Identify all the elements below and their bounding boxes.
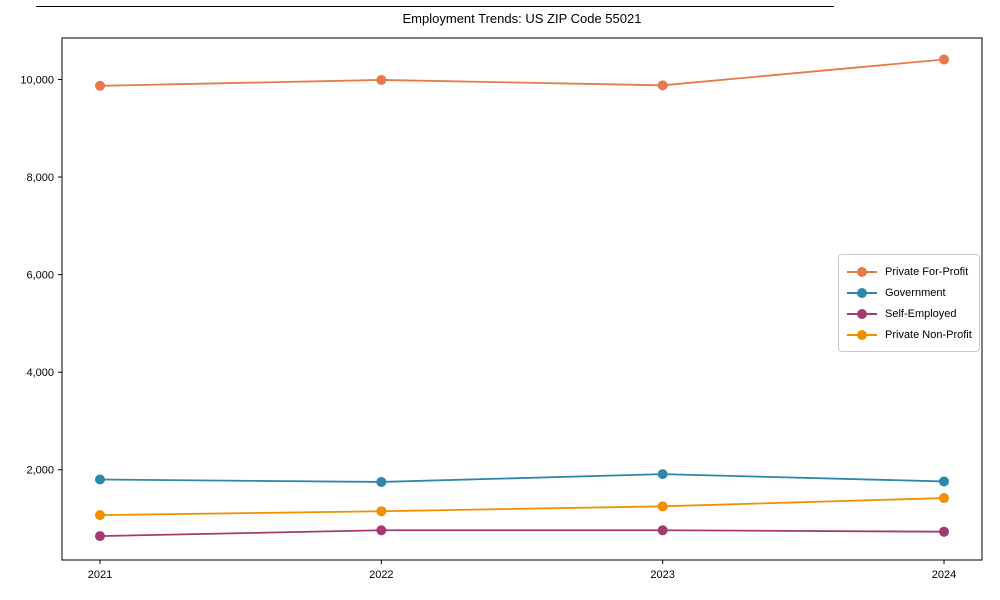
- x-tick-label: 2023: [650, 569, 674, 581]
- data-point-private-non-profit-2021: [94, 510, 105, 521]
- legend-item-government: Government: [847, 282, 971, 303]
- y-tick-label: 8,000: [26, 172, 54, 184]
- data-point-private-for-profit-2022: [376, 74, 387, 85]
- series-line-government: [99, 473, 945, 483]
- series-line-private-for-profit: [99, 58, 945, 87]
- legend-item-private-non-profit: Private Non-Profit: [847, 324, 972, 345]
- legend-label: Self-Employed: [885, 307, 957, 320]
- legend-line-dot-icon: [847, 287, 877, 299]
- x-tick-label: 2021: [88, 569, 112, 581]
- y-tick-label: 6,000: [26, 270, 54, 282]
- data-point-government-2021: [94, 474, 105, 485]
- legend-dot: [857, 266, 867, 277]
- data-point-government-2024: [939, 476, 950, 487]
- series-line-self-employed: [99, 529, 945, 537]
- x-tick-label: 2024: [932, 569, 956, 581]
- legend-dot: [857, 287, 867, 298]
- data-point-self-employed-2024: [939, 526, 950, 537]
- legend-label: Government: [885, 286, 946, 299]
- legend-label: Private For-Profit: [885, 265, 969, 278]
- data-point-private-for-profit-2024: [939, 54, 950, 65]
- legend-line-dot-icon: [847, 329, 877, 341]
- data-point-private-for-profit-2023: [657, 80, 668, 91]
- top-divider: [36, 6, 834, 7]
- legend-dot: [857, 329, 867, 340]
- chart-title: Employment Trends: US ZIP Code 55021: [402, 11, 642, 26]
- y-tick-label: 2,000: [26, 465, 54, 477]
- y-tick-label: 10,000: [20, 74, 54, 86]
- legend-dot: [857, 308, 867, 319]
- data-point-self-employed-2021: [94, 531, 105, 542]
- series-line-private-non-profit: [99, 497, 945, 517]
- legend-line-dot-icon: [847, 266, 877, 278]
- data-point-private-non-profit-2024: [939, 493, 950, 504]
- data-point-private-non-profit-2022: [376, 506, 387, 517]
- legend-label: Private Non-Profit: [885, 328, 972, 341]
- plot-border: [61, 37, 983, 561]
- data-point-private-for-profit-2021: [94, 80, 105, 91]
- data-point-private-non-profit-2023: [657, 501, 668, 512]
- x-tick-label: 2022: [369, 569, 393, 581]
- legend: Private For-Profit Government Self-Employe…: [838, 254, 980, 352]
- data-point-self-employed-2023: [657, 525, 668, 536]
- data-point-government-2022: [376, 476, 387, 487]
- legend-item-private-for-profit: Private For-Profit: [847, 261, 971, 282]
- data-point-self-employed-2022: [376, 525, 387, 536]
- y-tick-label: 4,000: [26, 367, 54, 379]
- legend-line-dot-icon: [847, 308, 877, 320]
- data-point-government-2023: [657, 469, 668, 480]
- legend-item-self-employed: Self-Employed: [847, 303, 971, 324]
